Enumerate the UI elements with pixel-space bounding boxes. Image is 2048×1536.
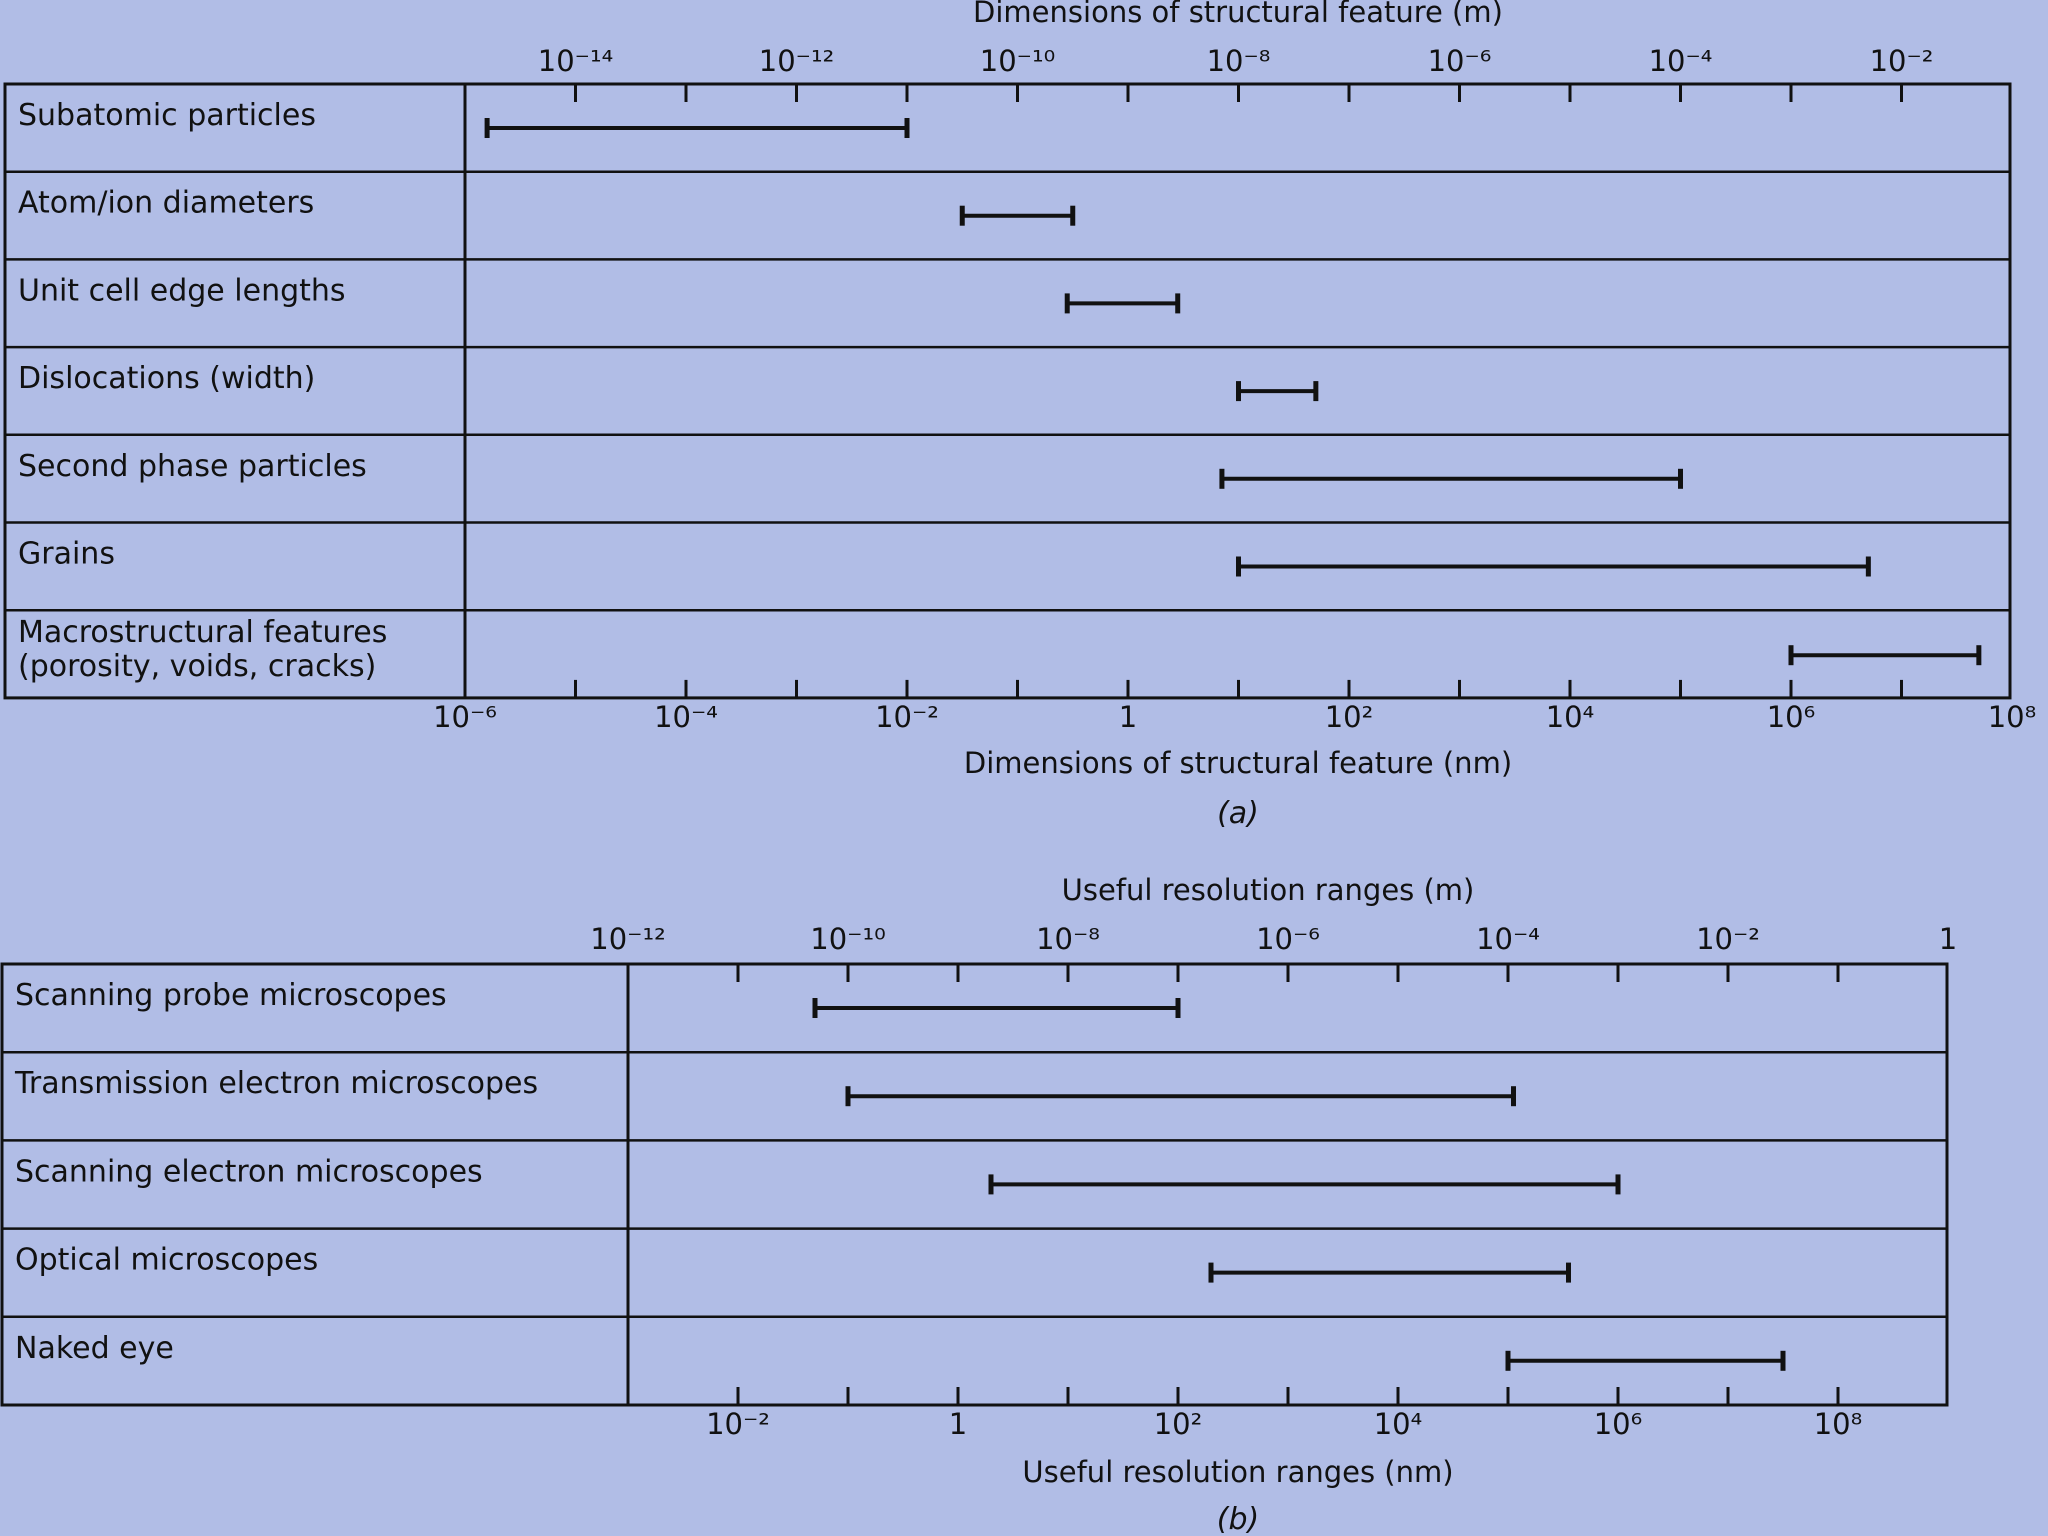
row-label: Unit cell edge lengths [18, 273, 346, 308]
panel-b-caption: (b) [1217, 1502, 1259, 1536]
range-bar [1236, 556, 1871, 577]
panel-a-caption: (a) [1217, 796, 1259, 831]
row-label: Scanning electron microscopes [15, 1154, 483, 1189]
top-axis-tick-label: 10⁻⁸ [1036, 922, 1100, 956]
bottom-axis-tick-label: 10⁴ [1374, 1407, 1423, 1441]
top-axis-tick-label: 10⁻¹⁴ [538, 44, 613, 78]
range-bar [484, 118, 910, 138]
row-label: Atom/ion diameters [18, 186, 314, 221]
row-label: Grains [18, 537, 115, 572]
top-axis-tick-label: 10⁻¹⁰ [810, 922, 885, 956]
range-bar [845, 1086, 1516, 1107]
top-axis-tick-label: 10⁻² [1696, 922, 1760, 956]
top-axis-tick-label: 10⁻¹² [759, 44, 834, 78]
bottom-axis-tick-label: 10⁻² [706, 1407, 770, 1441]
range-bar [1064, 293, 1181, 314]
bottom-axis-tick-label: 10⁴ [1546, 700, 1595, 734]
top-axis-tick-label: 10⁻⁶ [1256, 922, 1320, 956]
bottom-axis-tick-label: 1 [949, 1407, 967, 1441]
row-label: Naked eye [15, 1331, 174, 1366]
row-label: Transmission electron microscopes [14, 1066, 538, 1101]
top-axis-tick-label: 10⁻⁸ [1207, 44, 1271, 78]
bottom-axis-tick-label: 10⁸ [1814, 1407, 1863, 1441]
panel-a-frame [3, 82, 2012, 700]
bottom-axis-tick-label: 10⁻² [875, 700, 939, 734]
range-bar [988, 1174, 1621, 1195]
bottom-axis-tick-label: 10² [1325, 700, 1374, 734]
top-axis-tick-label: 10⁻¹² [590, 922, 665, 956]
top-axis-tick-label: 10⁻² [1870, 44, 1934, 78]
panel-a: Dimensions of structural feature (m) Dim… [3, 0, 2037, 831]
bottom-axis-tick-label: 10⁶ [1594, 1407, 1643, 1441]
range-bar [1236, 381, 1319, 402]
range-bar [1788, 645, 1982, 666]
row-label: Subatomic particles [18, 98, 316, 133]
row-label: Optical microscopes [15, 1243, 318, 1278]
bottom-axis-tick-label: 1 [1119, 700, 1137, 734]
range-bar [1219, 468, 1683, 489]
row-label: Scanning probe microscopes [15, 978, 447, 1013]
panel-b-bottom-axis-title: Useful resolution ranges (nm) [1022, 1455, 1453, 1489]
range-bar [812, 998, 1181, 1018]
row-label: Dislocations (width) [18, 361, 315, 396]
panel-b: Useful resolution ranges (m) Useful reso… [0, 873, 1957, 1536]
panel-b-frame [0, 962, 1949, 1407]
bottom-axis-tick-label: 10⁶ [1767, 700, 1816, 734]
panel-a-top-axis-title: Dimensions of structural feature (m) [973, 0, 1503, 29]
top-axis-tick-label: 10⁻⁴ [1476, 922, 1540, 956]
top-axis-tick-label: 10⁻⁴ [1649, 44, 1713, 78]
top-axis-tick-label: 1 [1939, 922, 1957, 956]
row-label: Second phase particles [18, 449, 367, 484]
bottom-axis-tick-label: 10⁻⁴ [654, 700, 718, 734]
bottom-axis-tick-label: 10⁸ [1988, 700, 2037, 734]
bottom-axis-tick-label: 10⁻⁶ [433, 700, 497, 734]
panel-a-bottom-axis-title: Dimensions of structural feature (nm) [964, 746, 1512, 780]
range-bar [1505, 1350, 1786, 1371]
top-axis-tick-label: 10⁻⁶ [1428, 44, 1492, 78]
top-axis-tick-label: 10⁻¹⁰ [980, 44, 1055, 78]
panel-b-top-axis-title: Useful resolution ranges (m) [1062, 873, 1475, 907]
range-bar [959, 205, 1076, 226]
row-label: Macrostructural features (porosity, voids… [18, 615, 387, 684]
range-bar [1208, 1262, 1571, 1283]
bottom-axis-tick-label: 10² [1154, 1407, 1203, 1441]
